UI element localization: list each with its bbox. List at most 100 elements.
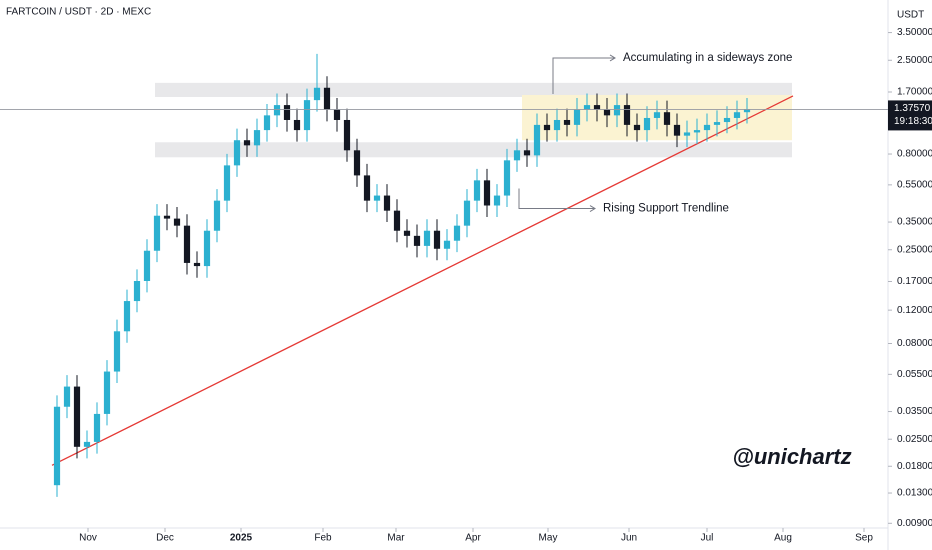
candle-body — [473, 180, 481, 201]
candle-body — [213, 200, 221, 231]
y-tick-label: 0.25000 — [897, 244, 932, 255]
candle-body — [403, 230, 411, 236]
candle-body — [633, 124, 641, 131]
candle-body — [743, 109, 751, 113]
candle-body — [323, 87, 331, 110]
candle-body — [613, 105, 621, 116]
y-tick-label: 0.12000 — [897, 305, 932, 316]
candle-body — [133, 280, 141, 302]
candle-body — [653, 112, 661, 118]
candle-body — [293, 119, 301, 131]
annotation-arrow — [552, 54, 616, 94]
annotation: Accumulating in a sideways zone — [623, 52, 792, 64]
last-price-label: 1.37570 — [894, 103, 931, 114]
candle-body — [393, 210, 401, 231]
candle-body — [553, 119, 561, 131]
y-tick-label: 0.35000 — [897, 217, 932, 228]
candle-body — [573, 109, 581, 125]
candle-body — [233, 140, 241, 166]
candle-body — [563, 119, 571, 125]
y-tick-label: 0.55000 — [897, 180, 932, 191]
candle-body — [663, 112, 671, 125]
candle-body — [503, 160, 511, 196]
candle-body — [533, 124, 541, 156]
candle-body — [183, 225, 191, 263]
x-tick-label: Nov — [79, 533, 97, 544]
candle-body — [103, 371, 111, 414]
zone — [155, 142, 792, 158]
candle-body — [163, 215, 171, 219]
candle-body — [83, 441, 91, 447]
candle-body — [673, 124, 681, 136]
x-tick-label: May — [539, 533, 558, 544]
candle-body — [703, 124, 711, 131]
watermark: @unichartz — [732, 444, 851, 469]
candle-body — [113, 331, 121, 372]
candle-body — [253, 130, 261, 146]
candle-body — [723, 117, 731, 123]
x-tick-label: Jul — [701, 533, 714, 544]
candle-body — [243, 140, 251, 146]
candle-body — [63, 386, 71, 407]
candle-body — [333, 109, 341, 120]
plot-area — [51, 53, 794, 497]
candle-body — [93, 413, 101, 442]
candle-body — [693, 130, 701, 133]
candle-body — [173, 218, 181, 226]
x-tick-label: Aug — [774, 533, 792, 544]
candle-body — [493, 195, 501, 206]
y-tick-label: 0.01300 — [897, 488, 932, 499]
x-tick-label: Dec — [156, 533, 174, 544]
candle-body — [643, 117, 651, 131]
x-tick-label: Mar — [387, 533, 405, 544]
x-tick-label: 2025 — [230, 533, 253, 544]
y-unit: USDT — [897, 10, 924, 21]
candle-body — [203, 230, 211, 267]
candle-body — [313, 87, 321, 101]
x-tick-label: Jun — [621, 533, 637, 544]
candle-body — [303, 100, 311, 131]
candle-body — [453, 225, 461, 241]
y-tick-label: 1.70000 — [897, 87, 932, 98]
annotation: Rising Support Trendline — [603, 203, 729, 215]
countdown: 19:18:30 — [894, 116, 932, 127]
candle-body — [363, 175, 371, 201]
x-tick-label: Sep — [855, 533, 873, 544]
y-tick-label: 0.01800 — [897, 461, 932, 472]
candle-body — [603, 109, 611, 116]
candle-body — [123, 301, 131, 332]
y-tick-label: 3.50000 — [897, 27, 932, 38]
candle-body — [523, 150, 531, 156]
candle-body — [223, 165, 231, 201]
candle-body — [423, 230, 431, 246]
candle-body — [513, 150, 521, 161]
candle-body — [583, 105, 591, 110]
candle-body — [53, 406, 61, 486]
candle-body — [343, 119, 351, 151]
candle-body — [263, 115, 271, 131]
x-tick-label: Apr — [465, 533, 481, 544]
y-tick-label: 0.00900 — [897, 518, 932, 529]
candle-body — [463, 200, 471, 226]
x-tick-label: Feb — [314, 533, 332, 544]
candle-body — [413, 235, 421, 246]
zone — [155, 82, 792, 97]
trendline — [51, 95, 794, 466]
candle-body — [433, 230, 441, 249]
candle-body — [373, 195, 381, 201]
candle-body — [733, 112, 741, 118]
watermark-box — [733, 440, 851, 476]
candle-body — [353, 150, 361, 176]
candle-body — [683, 132, 691, 136]
y-tick-label: 2.50000 — [897, 55, 932, 66]
last-price-box — [888, 100, 932, 131]
candle-body — [73, 386, 81, 447]
y-tick-label: 0.17000 — [897, 276, 932, 287]
candle-body — [593, 105, 601, 110]
candle-body — [483, 180, 491, 206]
y-tick-label: 0.02500 — [897, 434, 932, 445]
y-tick-label: 0.03500 — [897, 406, 932, 417]
y-tick-label: 0.08000 — [897, 338, 932, 349]
candle-body — [713, 122, 721, 125]
